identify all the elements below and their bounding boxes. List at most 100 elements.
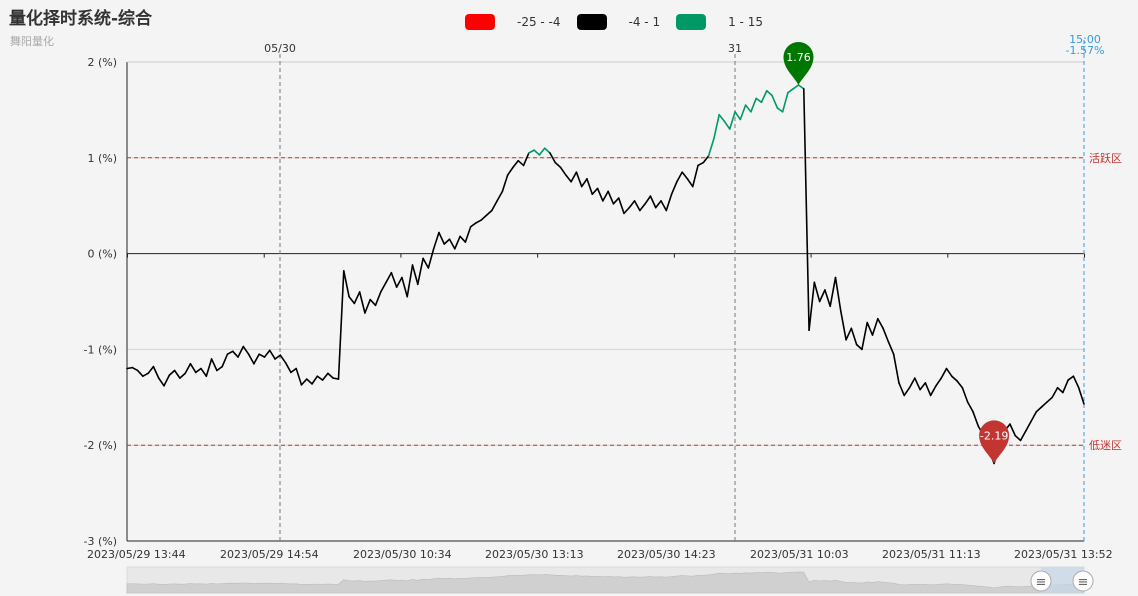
series-segment — [247, 353, 255, 365]
series-segment — [1046, 396, 1054, 403]
legend-label-red: -25 - -4 — [517, 15, 561, 29]
series-segment — [321, 372, 329, 381]
reference-line-label: 低迷区 — [1089, 439, 1122, 452]
series-segment — [316, 375, 324, 381]
series-segment — [147, 365, 155, 375]
series-segment — [512, 159, 520, 169]
series-segment — [1067, 375, 1075, 381]
series-segment — [660, 200, 668, 212]
series-segment — [776, 107, 784, 113]
series-segment — [173, 369, 181, 379]
legend-item-black[interactable]: -4 - 1 — [576, 14, 661, 30]
series-segment — [739, 104, 747, 121]
series-segment — [179, 372, 186, 379]
series-segment — [802, 88, 810, 332]
zoom-handle[interactable]: ≡ — [1072, 570, 1094, 592]
series-segment — [194, 367, 202, 374]
series-segment — [718, 113, 726, 123]
pin-shape — [979, 420, 1010, 464]
zoom-handle-circle[interactable] — [1072, 570, 1094, 592]
series-segment — [358, 291, 366, 314]
series-segment — [876, 317, 884, 330]
series-segment — [411, 264, 419, 286]
x-tick-label: 2023/05/30 13:13 — [485, 548, 584, 561]
series-segment — [681, 171, 689, 180]
y-tick-label: -2 (%) — [84, 439, 118, 452]
series-segment — [268, 349, 276, 360]
series-segment — [728, 111, 736, 130]
series-segment — [892, 353, 900, 384]
series-segment — [575, 171, 583, 188]
series-segment — [633, 200, 641, 212]
series-segment — [734, 111, 742, 121]
series-segment — [226, 350, 234, 355]
x-tick-label: 2023/05/31 10:03 — [750, 548, 849, 561]
legend-label-green: 1 - 15 — [728, 15, 763, 29]
series-segment — [390, 271, 398, 288]
series-segment — [818, 289, 826, 303]
series-segment — [549, 152, 557, 164]
legend-swatch-green — [676, 14, 707, 30]
series-segment — [961, 386, 969, 403]
series-segment — [602, 190, 609, 202]
series-segment — [432, 231, 440, 250]
legend-label-black: -4 - 1 — [628, 15, 661, 29]
series-segment — [903, 386, 911, 397]
series-segment — [839, 310, 847, 341]
series-segment — [342, 270, 350, 298]
series-segment — [454, 235, 461, 250]
series-segment — [332, 377, 340, 380]
chart-title: 量化择时系统-综合 — [9, 9, 153, 29]
series-segment — [300, 378, 308, 386]
x-tick-label: 2023/05/31 13:52 — [1014, 548, 1113, 561]
series-segment — [654, 200, 662, 209]
series-segment — [554, 161, 562, 169]
series-segment — [406, 264, 414, 298]
series-segment — [364, 298, 372, 314]
y-tick-label: 2 (%) — [87, 56, 117, 69]
legend-item-green[interactable]: 1 - 15 — [676, 14, 763, 30]
series-segment — [152, 365, 160, 379]
reference-line-label: 活跃区 — [1089, 151, 1122, 165]
series-segment — [591, 187, 599, 196]
series-segment — [379, 281, 387, 293]
legend: -25 - -4 -4 - 1 1 - 15 — [465, 14, 779, 30]
series-segment — [760, 89, 768, 104]
series-segment — [311, 375, 319, 385]
series-segment — [210, 358, 218, 372]
zoom-handle[interactable]: ≡ — [1030, 570, 1052, 592]
series-segment — [327, 372, 335, 379]
zoom-handle-circle[interactable] — [1030, 570, 1052, 592]
series-segment — [422, 257, 430, 269]
series-segment — [570, 171, 578, 183]
series-segment — [168, 369, 176, 377]
series-segment — [956, 380, 964, 389]
series-segment — [723, 120, 731, 130]
series-segment — [797, 84, 805, 90]
x-tick-label: 2023/05/30 10:34 — [353, 548, 452, 561]
last-point-time: 15:00 — [1069, 33, 1101, 46]
series-segment — [744, 104, 752, 113]
series-segment — [940, 367, 948, 379]
series-segment — [887, 340, 895, 355]
series-segment — [464, 225, 472, 243]
legend-item-red[interactable]: -25 - -4 — [465, 14, 561, 30]
pin-marker: -2.19 — [979, 420, 1010, 464]
series-segment — [596, 187, 604, 202]
series-segment — [348, 295, 356, 305]
series-segment — [253, 353, 260, 365]
series-segment — [438, 231, 446, 245]
series-segment — [607, 190, 615, 205]
series-segment — [755, 97, 763, 104]
series-segment — [919, 382, 927, 391]
series-segment — [612, 197, 620, 205]
series-segment — [861, 321, 869, 351]
series-segment — [353, 291, 361, 305]
series-segment — [369, 298, 377, 307]
series-segment — [533, 149, 541, 156]
series-segment — [126, 366, 134, 370]
series-segment — [427, 248, 435, 269]
series-segment — [1025, 420, 1032, 432]
series-segment — [1072, 375, 1080, 389]
